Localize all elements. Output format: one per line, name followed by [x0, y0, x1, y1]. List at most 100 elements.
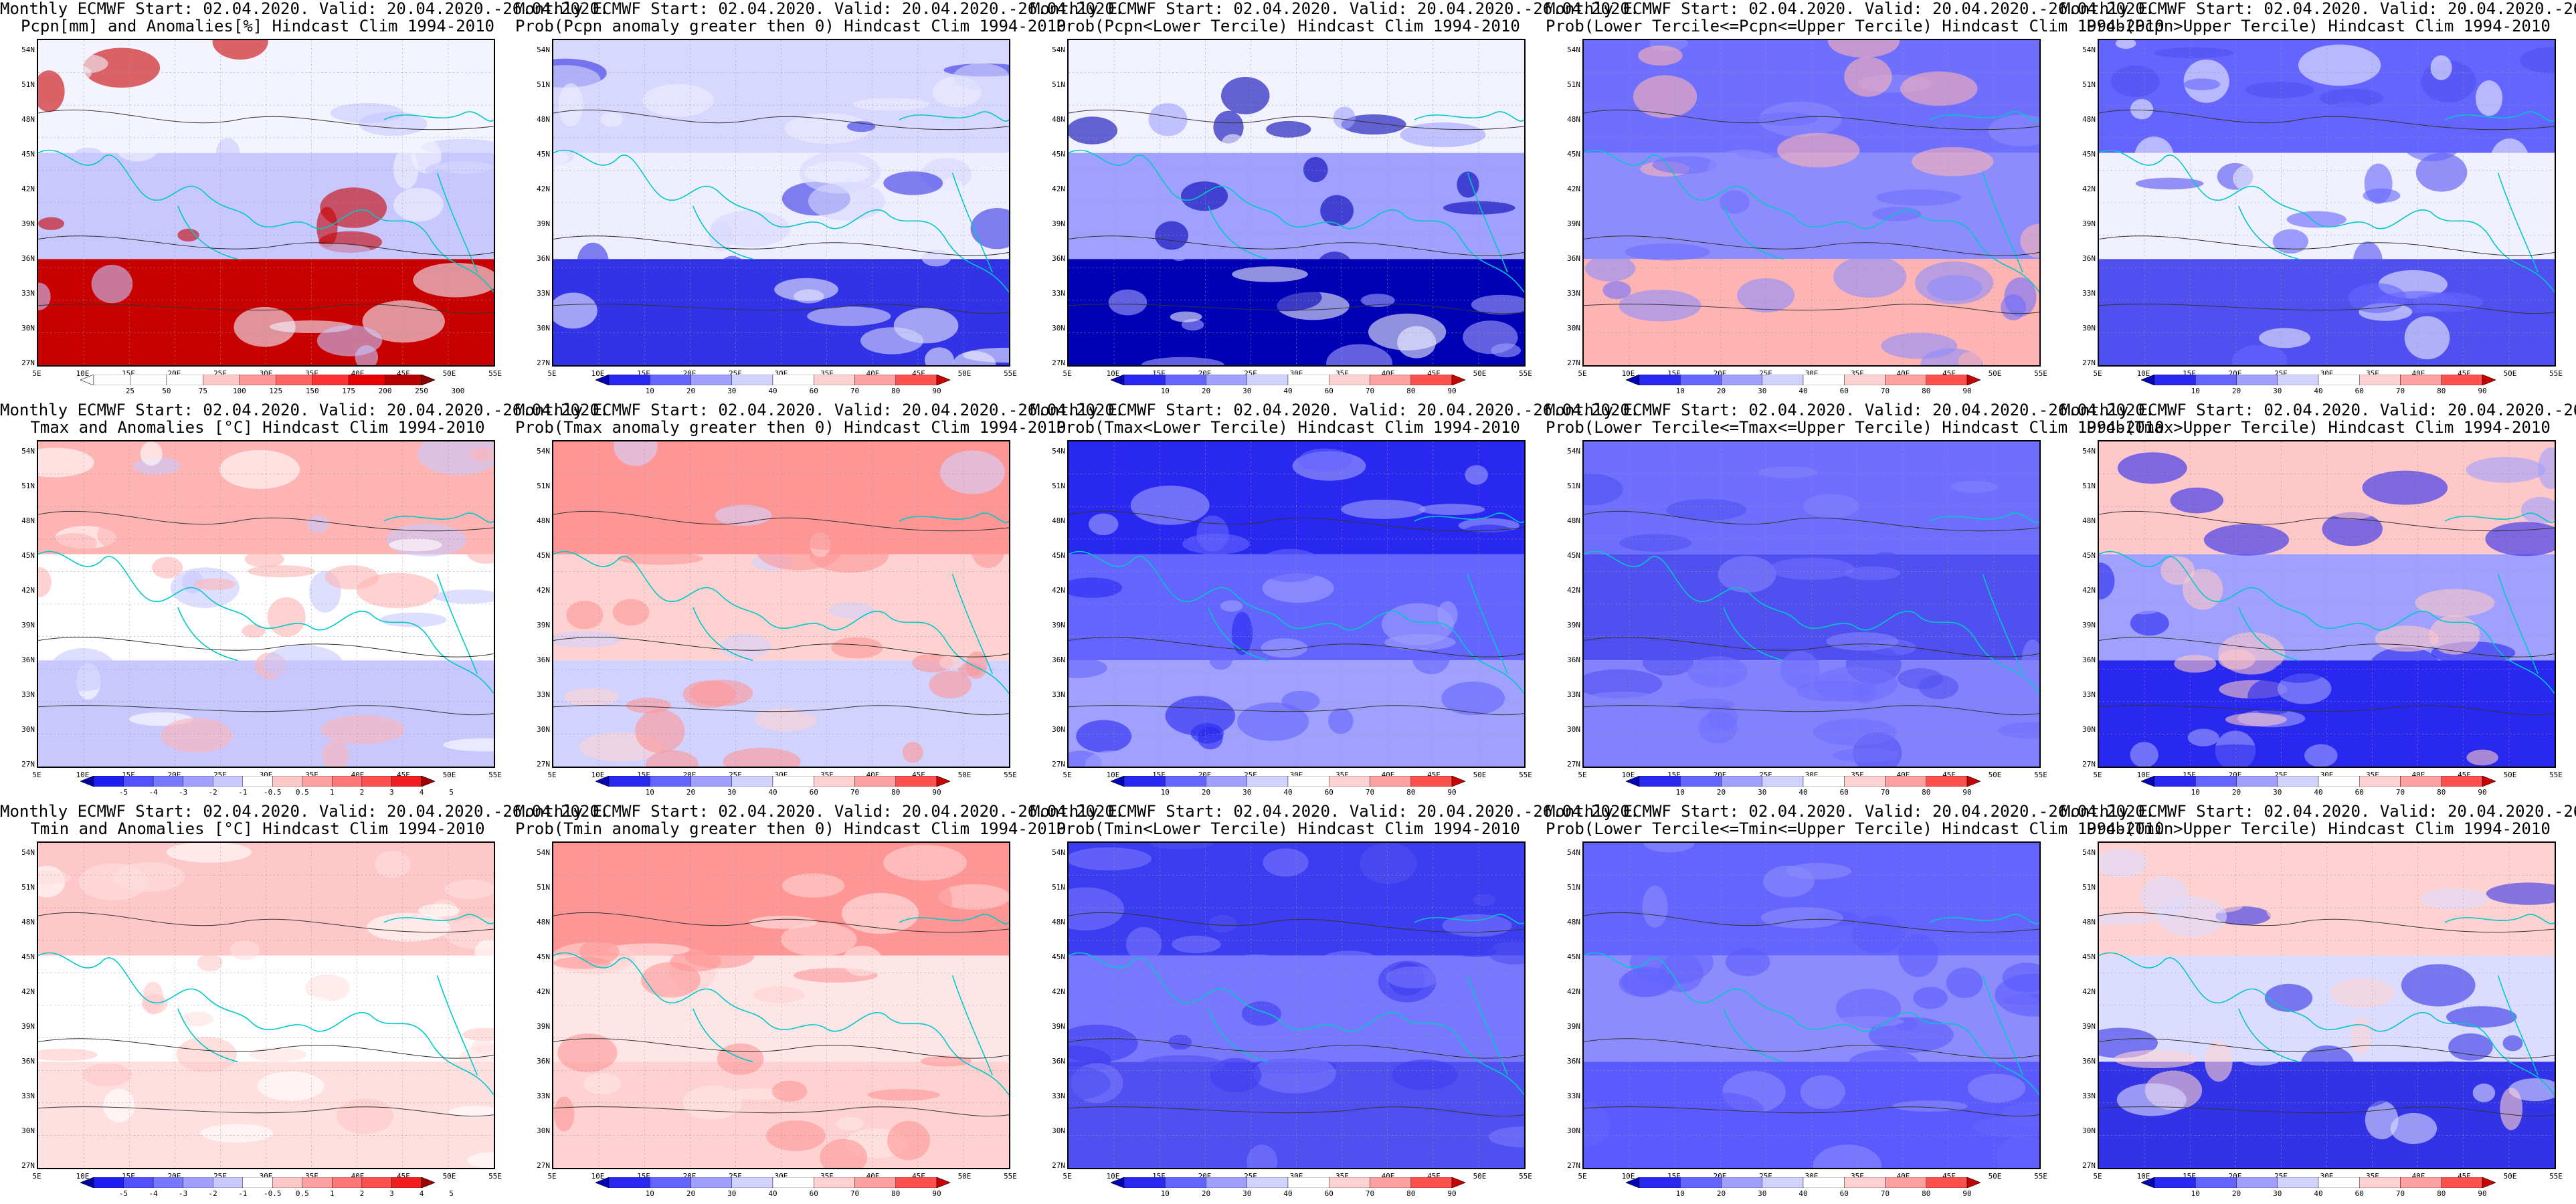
field-patch — [828, 601, 874, 619]
panel-title-line2: Prob(Tmin>Upper Tercile) Hindcast Clim 1… — [2086, 819, 2551, 838]
field-patch — [257, 1072, 325, 1101]
field-patch — [110, 109, 192, 143]
colorbar-tick-label: 70 — [1880, 387, 1890, 395]
longitude-label: 50E — [2503, 369, 2517, 378]
map-plot-area — [37, 39, 495, 367]
field-patch — [971, 1122, 1009, 1163]
field-patch — [242, 624, 266, 638]
panel-title: Monthly ECMWF Start: 02.04.2020. Valid: … — [1030, 401, 1639, 436]
field-patch — [553, 631, 622, 648]
longitude-label: 10E — [76, 1172, 90, 1181]
contour-lines — [38, 109, 494, 314]
field-patch — [1150, 843, 1214, 849]
colorbar-swatch — [183, 776, 213, 787]
latitude-label: 39N — [2082, 219, 2096, 228]
colorbar-tick-label: 75 — [198, 387, 207, 395]
latitude-label: 36N — [2082, 656, 2096, 664]
colorbar-tick-label: 200 — [378, 387, 392, 395]
colorbar-tick-label: 25 — [125, 387, 135, 395]
colorbar-swatch — [93, 375, 130, 385]
latitude-label: 45N — [1052, 551, 1065, 560]
colorbar-swatch — [772, 776, 814, 787]
latitude-label: 48N — [1567, 918, 1580, 926]
colorbar-swatch — [691, 375, 732, 385]
field-patch — [141, 994, 168, 1014]
colorbar-swatch — [1206, 375, 1247, 385]
field-patch — [1718, 556, 1776, 593]
field-patch — [1220, 600, 1243, 612]
field-patch — [2395, 1004, 2438, 1041]
field-patch — [2341, 900, 2395, 930]
field-shading — [1584, 843, 2039, 1168]
colorbar-tick-label: 90 — [1447, 788, 1457, 797]
longitude-label: 5E — [1578, 369, 1587, 378]
colorbar-tick-label: 30 — [2273, 387, 2282, 395]
colorbar — [1626, 1177, 1981, 1188]
field-patch — [2106, 348, 2143, 365]
colorbar-tick-label: 60 — [1839, 1189, 1849, 1198]
latitude-label: 51N — [537, 80, 550, 89]
latitude-label: 33N — [1052, 289, 1065, 298]
colorbar — [2141, 375, 2496, 385]
colorbar-swatch — [153, 1177, 183, 1188]
field-patch — [929, 670, 972, 699]
field-patch — [256, 994, 340, 1028]
colorbar-high-arrow — [1966, 776, 1981, 787]
panel-title-line2: Prob(Tmin<Lower Tercile) Hindcast Clim 1… — [1056, 819, 1520, 838]
latitude-label: 39N — [2082, 1022, 2096, 1031]
latitude-label: 51N — [2082, 482, 2096, 490]
colorbar-tick-label: 20 — [1716, 1189, 1726, 1198]
latitude-label: 33N — [537, 690, 550, 699]
colorbar-swatch — [2236, 776, 2278, 787]
colorbar-high-arrow — [421, 375, 435, 385]
latitude-label: 33N — [537, 289, 550, 298]
field-patch — [1950, 480, 1999, 493]
colorbar-swatch — [1803, 776, 1845, 787]
field-patch — [1642, 886, 1668, 928]
colorbar-swatch — [1247, 776, 1289, 787]
latitude-label: 36N — [1567, 656, 1580, 664]
longitude-label: 50E — [957, 771, 972, 779]
field-patch — [1874, 961, 1910, 993]
colorbar — [80, 1177, 435, 1188]
colorbar-swatch — [302, 776, 333, 787]
colorbar-swatch — [1762, 375, 1804, 385]
latitude-label: 36N — [1052, 656, 1065, 664]
panel-title: Monthly ECMWF Start: 02.04.2020. Valid: … — [1546, 401, 2165, 437]
colorbar-tick-label: 40 — [1799, 1189, 1808, 1198]
contour-lines — [38, 510, 494, 716]
field-patch — [249, 1047, 307, 1062]
field-patch — [219, 449, 300, 489]
colorbar-tick-label: 10 — [645, 387, 654, 395]
colorbar-swatch — [1370, 776, 1411, 787]
colorbar-tick-label: 20 — [686, 387, 696, 395]
colorbar-swatch — [93, 1177, 124, 1188]
colorbar-swatch — [361, 776, 392, 787]
colorbar-high-arrow — [2482, 1177, 2496, 1188]
colorbar-tick-label: 0.5 — [295, 788, 309, 797]
field-patch — [1095, 52, 1145, 88]
latitude-label: 39N — [537, 1022, 550, 1031]
colorbar-swatch — [854, 1177, 896, 1188]
colorbar-tick-label: 30 — [1758, 1189, 1767, 1198]
panel-title-line1: Monthly ECMWF Start: 02.04.2020. Valid: … — [0, 0, 610, 18]
panel-title-line2: Prob(Lower Tercile<=Tmax<=Upper Tercile)… — [1546, 418, 2165, 437]
panel-title: Monthly ECMWF Start: 02.04.2020. Valid: … — [0, 401, 609, 436]
field-patch — [1097, 196, 1183, 207]
field-patch — [2362, 470, 2448, 505]
colorbar — [80, 375, 435, 385]
field-patch — [753, 986, 805, 1003]
latitude-label: 45N — [537, 150, 550, 159]
field-patch — [97, 518, 140, 550]
colorbar-high-arrow — [2482, 776, 2496, 787]
field-patch — [2538, 447, 2555, 490]
colorbar-swatch — [2359, 375, 2401, 385]
colorbar-tick-label: 20 — [686, 788, 696, 797]
field-band-mid — [2099, 153, 2555, 260]
field-patch — [418, 904, 460, 917]
field-patch — [2502, 1035, 2523, 1051]
map-plot-area — [2098, 440, 2556, 768]
field-patch — [2353, 241, 2383, 284]
colorbar-tick-label: 40 — [1799, 788, 1808, 797]
colorbar-tick-label: 5 — [449, 1189, 454, 1198]
